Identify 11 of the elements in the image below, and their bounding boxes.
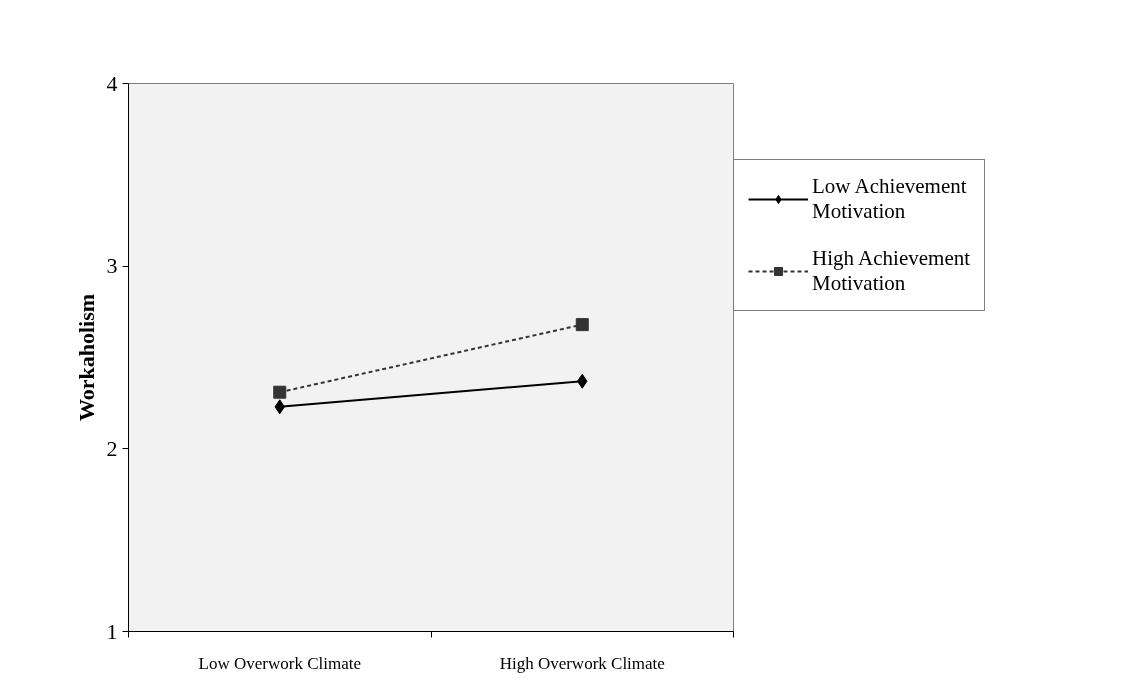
legend-label: High Achievement Motivation [812, 246, 971, 296]
y-tick-label: 3 [106, 253, 118, 279]
y-axis-title: Workaholism [73, 293, 99, 422]
x-tick-label: Low Overwork Climate [198, 653, 361, 673]
point [273, 385, 287, 399]
x-tick-label: High Overwork Climate [499, 653, 665, 673]
legend-label: Low Achievement Motivation [812, 174, 967, 224]
point [575, 318, 589, 332]
y-tick-label: 1 [106, 618, 118, 644]
y-tick-label: 2 [106, 435, 118, 461]
y-tick-label: 4 [106, 70, 118, 96]
